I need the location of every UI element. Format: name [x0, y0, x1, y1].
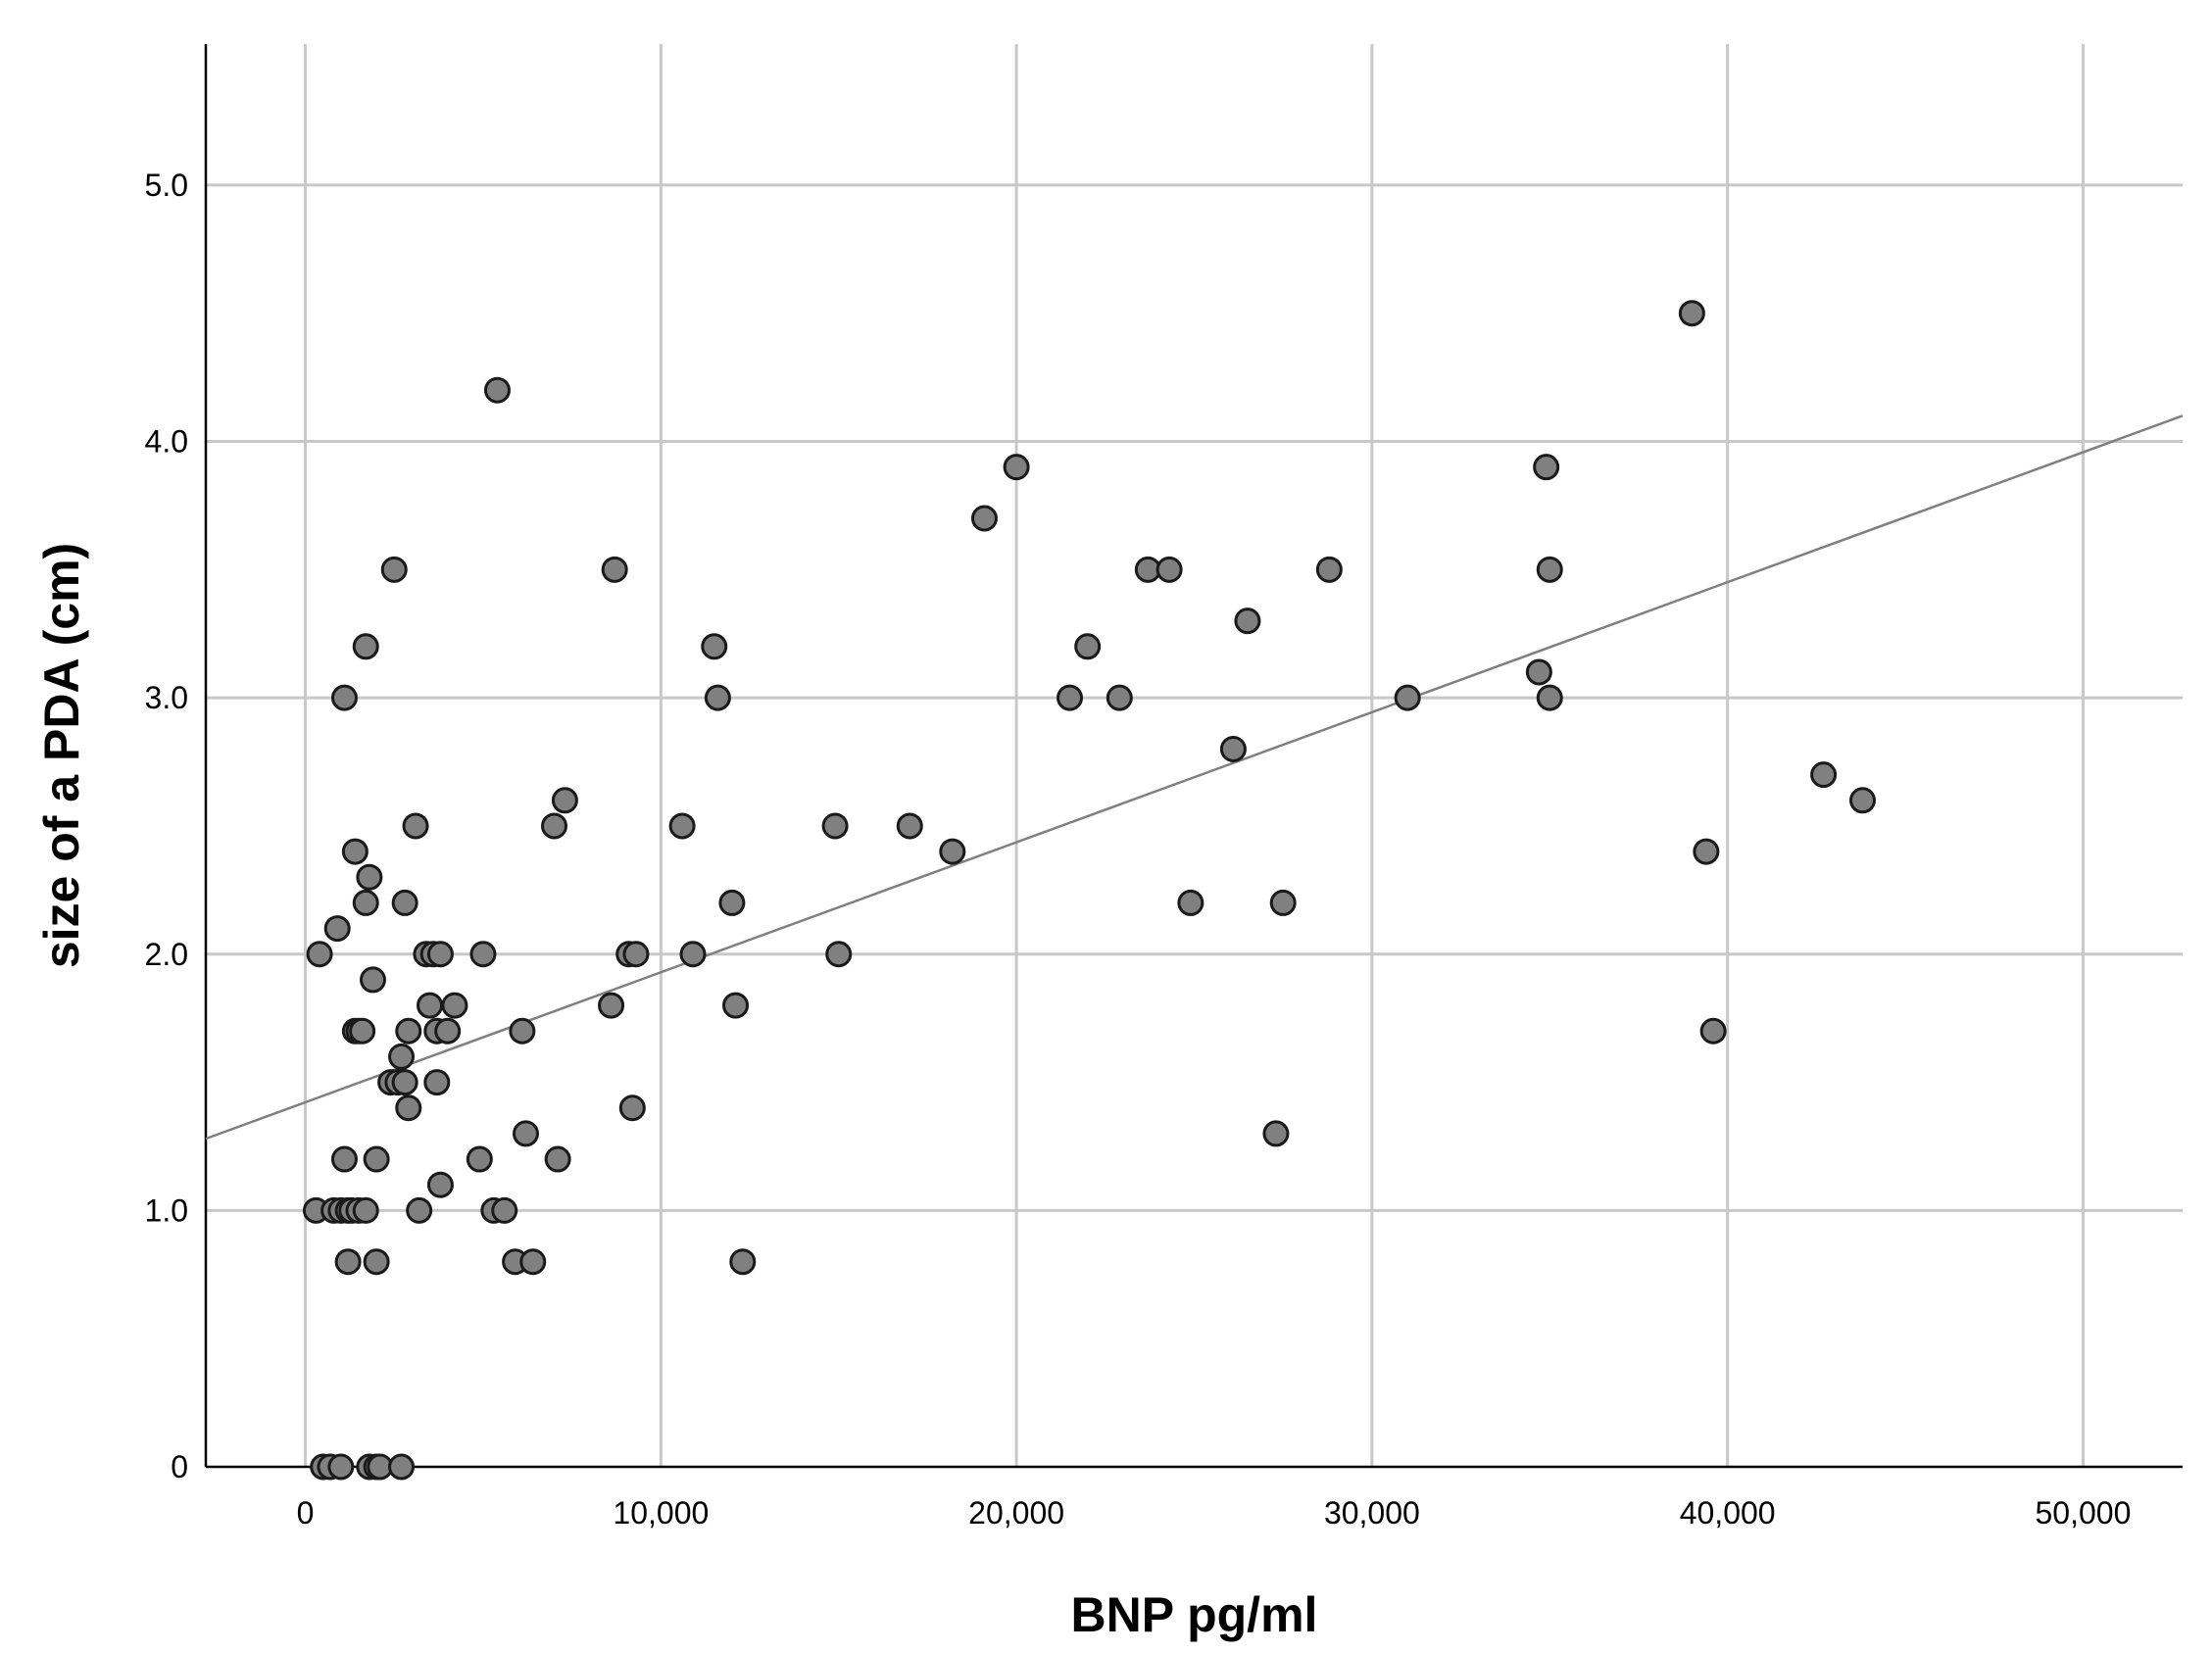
data-point [722, 992, 750, 1019]
data-point [323, 915, 351, 943]
y-tick-label: 2.0 [145, 937, 188, 972]
data-point [970, 505, 998, 532]
data-point [622, 941, 650, 968]
data-point [1536, 556, 1563, 583]
data-point [349, 1017, 376, 1045]
data-point [704, 684, 731, 711]
y-tick-label: 3.0 [145, 680, 188, 715]
data-point [701, 633, 728, 660]
data-point [356, 863, 383, 891]
data-point [1536, 684, 1563, 711]
data-point [541, 812, 568, 840]
data-point [1003, 454, 1030, 481]
fit-line [205, 414, 2184, 1141]
data-point [434, 1017, 462, 1045]
x-tick-label: 50,000 [2035, 1495, 2131, 1531]
data-point [1525, 658, 1552, 686]
data-point [896, 812, 923, 840]
data-point [306, 941, 333, 968]
data-point [718, 889, 746, 916]
data-point [352, 889, 379, 916]
data-point [1057, 684, 1084, 711]
data-point [1849, 787, 1877, 814]
data-point [466, 1145, 493, 1173]
data-point [341, 838, 369, 865]
data-point [330, 1145, 358, 1173]
data-point [601, 556, 628, 583]
data-point [402, 812, 429, 840]
fit-line-group [205, 414, 2184, 1141]
data-point [363, 1248, 390, 1276]
data-point [679, 941, 707, 968]
data-point [618, 1094, 646, 1122]
data-point [939, 838, 966, 865]
x-tick-label: 40,000 [1680, 1495, 1776, 1531]
data-point [334, 1248, 362, 1276]
data-point [360, 966, 387, 994]
data-point [509, 1017, 536, 1045]
data-point [544, 1145, 571, 1173]
data-point [1234, 608, 1261, 635]
data-point [441, 992, 468, 1019]
data-point [1269, 889, 1297, 916]
y-axis-title: size of a PDA (cm) [34, 543, 89, 968]
data-point [668, 812, 696, 840]
data-points [302, 300, 1877, 1481]
x-tick-label: 20,000 [968, 1495, 1064, 1531]
data-point [1693, 838, 1720, 865]
data-point [391, 1069, 418, 1096]
x-tick-label: 0 [297, 1495, 315, 1531]
data-point [821, 812, 849, 840]
data-point [825, 941, 853, 968]
data-point [388, 1453, 416, 1481]
data-point [423, 1069, 451, 1096]
x-tick-label: 30,000 [1324, 1495, 1420, 1531]
y-tick-label: 1.0 [145, 1192, 188, 1228]
axes [204, 44, 2183, 1469]
data-point [1699, 1017, 1727, 1045]
data-point [1678, 300, 1705, 327]
y-tick-label: 5.0 [145, 168, 188, 203]
data-point [512, 1120, 539, 1147]
data-point [598, 992, 625, 1019]
data-point [391, 889, 418, 916]
data-point [1394, 684, 1421, 711]
data-point [426, 941, 454, 968]
data-point [491, 1196, 518, 1224]
data-point [519, 1248, 547, 1276]
data-point [1219, 735, 1247, 762]
x-axis-title: BNP pg/ml [1071, 1587, 1318, 1642]
data-point [395, 1094, 422, 1122]
y-tick-label: 4.0 [145, 424, 188, 460]
data-point [729, 1248, 757, 1276]
data-point [1533, 454, 1560, 481]
data-point [352, 633, 379, 660]
data-point [417, 992, 444, 1019]
x-tick-label: 10,000 [613, 1495, 709, 1531]
data-point [330, 684, 358, 711]
data-point [551, 787, 578, 814]
data-point [1155, 556, 1183, 583]
data-point [483, 376, 511, 404]
data-point [1262, 1120, 1290, 1147]
data-point [395, 1017, 422, 1045]
data-point [469, 941, 497, 968]
data-point [426, 1171, 454, 1198]
data-point [1315, 556, 1343, 583]
data-point [363, 1145, 390, 1173]
data-point [380, 556, 408, 583]
data-point [1177, 889, 1204, 916]
data-point [327, 1453, 355, 1481]
data-point [352, 1196, 379, 1224]
y-tick-label: 0 [171, 1449, 188, 1484]
data-point [406, 1196, 433, 1224]
y-tick-labels: 0 1.0 2.0 3.0 4.0 5.0 [145, 168, 188, 1484]
x-tick-labels: 0 10,000 20,000 30,000 40,000 50,000 [297, 1495, 2132, 1531]
grid-lines [206, 44, 2183, 1467]
data-point [1074, 633, 1102, 660]
data-point [388, 1043, 416, 1070]
data-point [1106, 684, 1133, 711]
data-point [1810, 761, 1838, 789]
